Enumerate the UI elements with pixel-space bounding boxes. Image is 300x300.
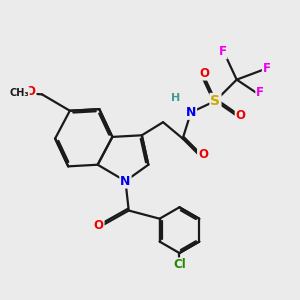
- Text: S: S: [210, 94, 220, 108]
- Text: O: O: [26, 85, 36, 98]
- Text: O: O: [236, 109, 246, 122]
- Text: F: F: [256, 86, 264, 99]
- Text: N: N: [120, 175, 131, 188]
- Text: N: N: [186, 106, 196, 119]
- Text: Cl: Cl: [173, 258, 186, 271]
- Text: O: O: [199, 67, 209, 80]
- Text: F: F: [263, 62, 271, 75]
- Text: F: F: [219, 45, 226, 58]
- Text: O: O: [94, 219, 103, 232]
- Text: CH₃: CH₃: [9, 88, 29, 98]
- Text: O: O: [198, 148, 208, 161]
- Text: H: H: [171, 93, 180, 103]
